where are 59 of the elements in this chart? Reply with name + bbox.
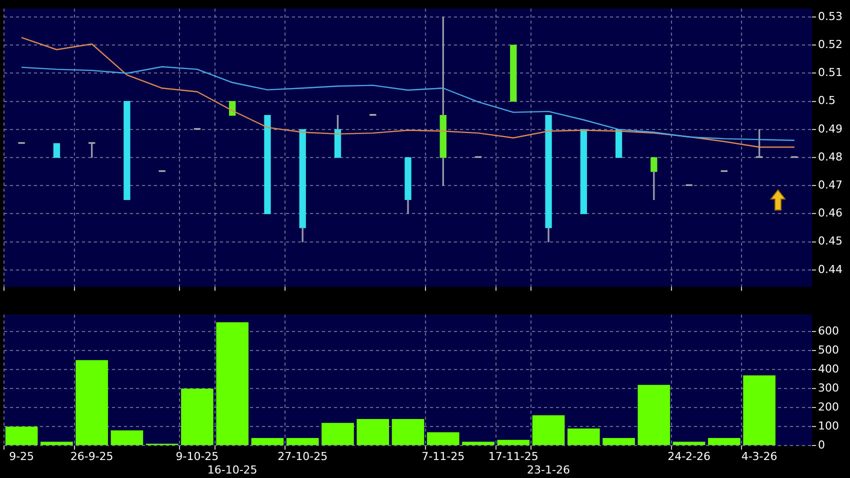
- y-tick-label: 200: [818, 400, 839, 414]
- y-tick-label: 600: [818, 324, 839, 338]
- y-tick-label: 0.46: [818, 206, 842, 220]
- bar: [216, 322, 249, 446]
- y-tick-label: 0.44: [818, 262, 842, 276]
- x-tick-label: 16-10-25: [207, 463, 258, 476]
- bar: [110, 430, 144, 446]
- x-tick-label: 17-11-25: [488, 450, 538, 464]
- bar: [322, 422, 354, 446]
- x-tick-label: 27-10-25: [278, 450, 328, 464]
- bar: [462, 442, 494, 446]
- y-tick-label: 100: [818, 419, 839, 432]
- bar: [392, 419, 424, 446]
- y-tick-label: 0.48: [818, 150, 842, 164]
- y-tick-label: 300: [818, 382, 839, 395]
- x-tick-label: 9-25: [9, 450, 34, 464]
- candlestick: [124, 101, 130, 200]
- y-tick-label: 0.52: [818, 38, 842, 51]
- x-tick-label: 23-1-26: [527, 463, 570, 476]
- candlestick: [88, 142, 96, 158]
- candlestick: [53, 143, 60, 158]
- x-tick-label: 26-9-25: [70, 450, 114, 464]
- bar: [497, 440, 530, 446]
- bar: [708, 438, 740, 446]
- x-tick-label: 7-11-25: [422, 450, 465, 464]
- bar: [356, 419, 390, 446]
- bar: [76, 360, 108, 446]
- candlestick: [650, 157, 658, 200]
- y-tick-label: 0.53: [818, 10, 842, 23]
- bar: [602, 438, 635, 446]
- candlestick: [615, 129, 622, 158]
- x-tick-label: 4-3-26: [741, 450, 778, 464]
- bar: [672, 442, 706, 446]
- bar: [286, 438, 319, 446]
- candlestick: [510, 44, 517, 102]
- x-tick-label: 24-2-26: [668, 450, 711, 464]
- candlestick: [545, 115, 552, 242]
- y-tick-label: 0.45: [818, 234, 842, 248]
- bar: [638, 384, 670, 446]
- bar: [40, 442, 73, 446]
- y-tick-label: 0: [818, 438, 825, 452]
- candlestick: [264, 115, 271, 214]
- bar: [567, 428, 600, 446]
- bar: [181, 388, 214, 446]
- candlestick: [404, 157, 412, 214]
- bar: [251, 438, 284, 446]
- y-tick-label: 0.5: [818, 94, 836, 108]
- y-tick-label: 0.49: [818, 122, 842, 136]
- candlestick: [580, 129, 587, 214]
- bar: [426, 432, 460, 446]
- y-tick-label: 500: [818, 344, 839, 357]
- candlestick: [334, 115, 342, 158]
- y-tick-label: 400: [818, 362, 839, 376]
- bar: [743, 375, 776, 446]
- bar: [5, 426, 38, 446]
- x-tick-label: 9-10-25: [176, 450, 219, 464]
- bar: [532, 415, 565, 446]
- y-tick-label: 0.47: [818, 178, 842, 192]
- y-tick-label: 0.51: [818, 66, 842, 80]
